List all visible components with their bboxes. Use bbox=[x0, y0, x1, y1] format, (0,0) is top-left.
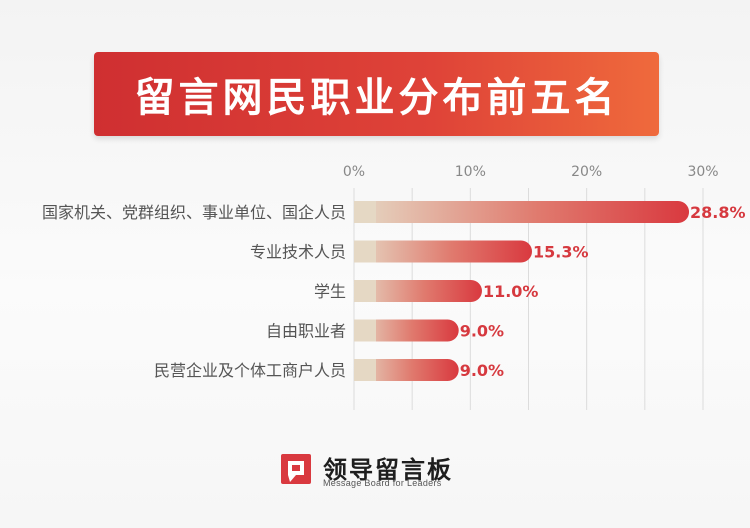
bar-base bbox=[354, 280, 376, 302]
category-label: 学生 bbox=[314, 282, 346, 301]
bar-base bbox=[354, 319, 376, 342]
category-label: 国家机关、党群组织、事业单位、国企人员 bbox=[42, 203, 346, 222]
logo-subtitle: Message Board for Leaders bbox=[323, 478, 442, 488]
bars bbox=[354, 201, 690, 381]
x-tick-label: 10% bbox=[455, 164, 486, 180]
value-label: 9.0% bbox=[460, 322, 504, 341]
x-tick-label: 30% bbox=[687, 164, 718, 180]
title-banner: 留言网民职业分布前五名 bbox=[94, 52, 659, 136]
message-board-logo-icon bbox=[281, 454, 311, 484]
chart-title: 留言网民职业分布前五名 bbox=[134, 75, 619, 121]
bar bbox=[354, 201, 690, 223]
category-label: 民营企业及个体工商户人员 bbox=[154, 361, 346, 380]
x-axis-ticks: 0% 10% 20% 30% bbox=[343, 164, 719, 180]
bar bbox=[354, 359, 459, 381]
category-label: 自由职业者 bbox=[266, 322, 346, 341]
value-label: 11.0% bbox=[483, 282, 539, 301]
logo: 领导留言板 Message Board for Leaders bbox=[279, 448, 479, 490]
bar bbox=[354, 240, 532, 263]
category-label: 专业技术人员 bbox=[250, 243, 346, 262]
value-label: 9.0% bbox=[460, 361, 504, 380]
bar-base bbox=[354, 201, 376, 223]
bar bbox=[354, 319, 459, 342]
logo-name: 领导留言板 bbox=[323, 456, 453, 484]
bar-base bbox=[354, 359, 376, 381]
x-tick-label: 0% bbox=[343, 164, 365, 180]
x-tick-label: 20% bbox=[571, 164, 602, 180]
value-label: 15.3% bbox=[533, 243, 589, 262]
value-labels: 28.8% 15.3% 11.0% 9.0% 9.0% bbox=[460, 203, 746, 380]
value-label: 28.8% bbox=[690, 203, 746, 222]
category-labels: 国家机关、党群组织、事业单位、国企人员专业技术人员学生自由职业者民营企业及个体工… bbox=[42, 203, 346, 380]
bar bbox=[354, 280, 482, 302]
bar-base bbox=[354, 240, 376, 263]
